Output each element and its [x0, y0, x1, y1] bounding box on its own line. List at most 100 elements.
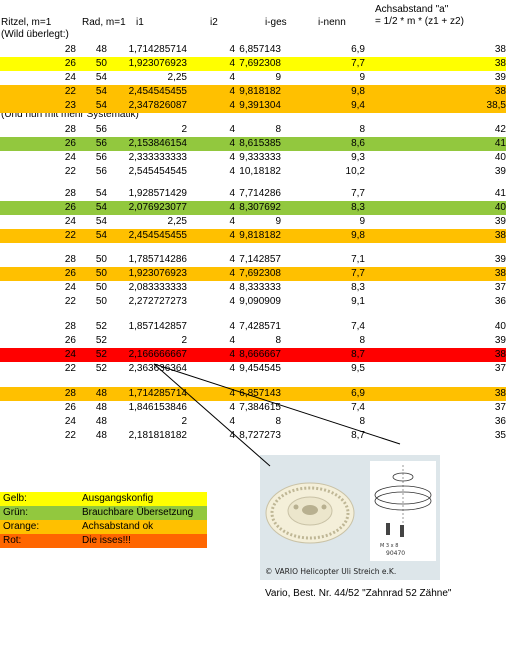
cell-i1: 1,857142857: [128, 321, 187, 332]
cell-achsabstand: 39: [494, 335, 506, 346]
header-iges: i-ges: [265, 17, 287, 28]
cell-i2: 4: [229, 86, 235, 97]
cell-inenn: 8: [359, 124, 365, 135]
caption: Vario, Best. Nr. 44/52 "Zahnrad 52 Zähne…: [265, 588, 452, 599]
cell-rad: 50: [95, 58, 107, 69]
cell-ritzel: 22: [64, 363, 76, 374]
cell-i2: 4: [229, 230, 235, 241]
connector-line: [153, 363, 401, 445]
cell-ritzel: 23: [64, 100, 76, 111]
cell-iges: 8: [275, 335, 281, 346]
cell-iges: 6,857143: [239, 44, 281, 55]
cell-ritzel: 22: [64, 86, 76, 97]
cell-i1: 2,181818182: [128, 430, 187, 441]
cell-i2: 4: [229, 363, 235, 374]
cell-i1: 2,545454545: [128, 166, 187, 177]
cell-achsabstand: 41: [494, 138, 506, 149]
cell-inenn: 8: [359, 335, 365, 346]
table-row: 28 48 1,714285714 4 6,857143 6,9 38: [0, 43, 506, 57]
cell-i2: 4: [229, 166, 235, 177]
cell-ritzel: 24: [64, 216, 76, 227]
cell-ritzel: 26: [64, 268, 76, 279]
cell-iges: 8: [275, 124, 281, 135]
cell-iges: 7,428571: [239, 321, 281, 332]
cell-ritzel: 28: [64, 188, 76, 199]
cell-rad: 50: [95, 282, 107, 293]
legend-item: Grün: Brauchbare Übersetzung: [0, 506, 207, 520]
cell-rad: 50: [95, 254, 107, 265]
cell-i2: 4: [229, 44, 235, 55]
cell-achsabstand: 37: [494, 402, 506, 413]
cell-inenn: 8: [359, 416, 365, 427]
cell-inenn: 7,7: [351, 188, 365, 199]
cell-i1: 2,272727273: [128, 296, 187, 307]
table-row: 26 50 1,923076923 4 7,692308 7,7 38: [0, 267, 506, 281]
cell-iges: 9,333333: [239, 152, 281, 163]
cell-i1: 1,714285714: [128, 44, 187, 55]
cell-rad: 56: [95, 152, 107, 163]
cell-i2: 4: [229, 268, 235, 279]
legend-item: Gelb: Ausgangskonfig: [0, 492, 207, 506]
cell-i1: 2,363636364: [128, 363, 187, 374]
cell-ritzel: 24: [64, 72, 76, 83]
table-row: 28 54 1,928571429 4 7,714286 7,7 41: [0, 187, 506, 201]
cell-i1: 1,923076923: [128, 58, 187, 69]
table-row: 26 48 1,846153846 4 7,384615 7,4 37: [0, 401, 506, 415]
cell-achsabstand: 39: [494, 254, 506, 265]
cell-i1: 2,333333333: [128, 152, 187, 163]
cell-iges: 9,818182: [239, 86, 281, 97]
cell-ritzel: 24: [64, 349, 76, 360]
header-ritzel: Ritzel, m=1: [1, 17, 52, 28]
table-row: 28 52 1,857142857 4 7,428571 7,4 40: [0, 320, 506, 334]
table-row: 24 52 2,166666667 4 8,666667 8,7 38: [0, 348, 506, 362]
cell-ritzel: 22: [64, 296, 76, 307]
cell-rad: 56: [95, 124, 107, 135]
table-row: 22 52 2,363636364 4 9,454545 9,5 37: [0, 362, 506, 376]
cell-i2: 4: [229, 152, 235, 163]
cell-i2: 4: [229, 321, 235, 332]
table-row: 26 50 1,923076923 4 7,692308 7,7 38: [0, 57, 506, 71]
cell-ritzel: 24: [64, 416, 76, 427]
cell-i2: 4: [229, 58, 235, 69]
cell-rad: 48: [95, 44, 107, 55]
cell-achsabstand: 41: [494, 188, 506, 199]
cell-iges: 9,391304: [239, 100, 281, 111]
cell-i2: 4: [229, 202, 235, 213]
cell-achsabstand: 39: [494, 216, 506, 227]
cell-iges: 8,666667: [239, 349, 281, 360]
cell-i2: 4: [229, 335, 235, 346]
table-row: 22 54 2,454545455 4 9,818182 9,8 38: [0, 85, 506, 99]
cell-achsabstand: 42: [494, 124, 506, 135]
cell-iges: 7,142857: [239, 254, 281, 265]
cell-i1: 1,928571429: [128, 188, 187, 199]
cell-achsabstand: 38,5: [486, 100, 506, 111]
legend-key: Orange:: [3, 521, 40, 532]
cell-iges: 6,857143: [239, 388, 281, 399]
cell-achsabstand: 37: [494, 363, 506, 374]
cell-iges: 7,692308: [239, 58, 281, 69]
cell-iges: 7,692308: [239, 268, 281, 279]
legend-text: Die isses!!!: [82, 535, 131, 546]
gear-image: M 3 x 8 90470 © VARIO Helicopter Uli Str…: [260, 455, 440, 580]
cell-i1: 2,083333333: [128, 282, 187, 293]
table-row: 23 54 2,347826087 4 9,391304 9,4 38,5: [0, 99, 506, 113]
cell-rad: 48: [95, 388, 107, 399]
cell-iges: 8,615385: [239, 138, 281, 149]
cell-i1: 2,25: [167, 72, 187, 83]
cell-i1: 2,166666667: [128, 349, 187, 360]
cell-achsabstand: 38: [494, 388, 506, 399]
cell-iges: 8,307692: [239, 202, 281, 213]
table-row: 28 56 2 4 8 8 42: [0, 123, 506, 137]
gear-icon: [265, 482, 355, 544]
cell-i1: 2: [181, 416, 187, 427]
cell-ritzel: 26: [64, 335, 76, 346]
legend-text: Ausgangskonfig: [82, 493, 154, 504]
cell-inenn: 7,1: [351, 254, 365, 265]
cell-inenn: 9,4: [351, 100, 365, 111]
header-i1: i1: [136, 17, 144, 28]
cell-inenn: 9,3: [351, 152, 365, 163]
cell-achsabstand: 38: [494, 44, 506, 55]
cell-iges: 9,454545: [239, 363, 281, 374]
cell-inenn: 8,3: [351, 282, 365, 293]
cell-achsabstand: 39: [494, 72, 506, 83]
